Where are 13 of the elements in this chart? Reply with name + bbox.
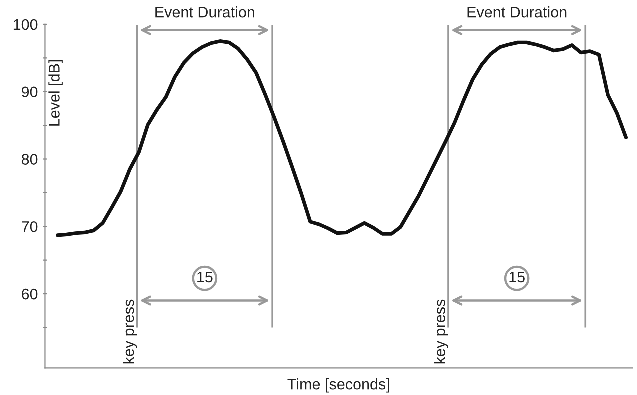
y-tick-label: 60	[22, 288, 38, 300]
y-tick-label: 90	[22, 86, 38, 98]
y-tick-label: 70	[22, 222, 38, 232]
y-axis-title: Level [dB]	[48, 60, 63, 126]
y-tick-label: 80	[22, 154, 38, 165]
text: Event Duration	[156, 6, 254, 18]
y-tick-label: 100	[14, 19, 38, 30]
text: Event Duration	[468, 6, 567, 18]
annotation: 15	[198, 272, 213, 283]
annotation: 15	[510, 272, 525, 283]
x-axis-title: Time [seconds]	[288, 378, 390, 393]
annotation: key press	[434, 300, 448, 364]
annotation: key press	[123, 300, 138, 364]
